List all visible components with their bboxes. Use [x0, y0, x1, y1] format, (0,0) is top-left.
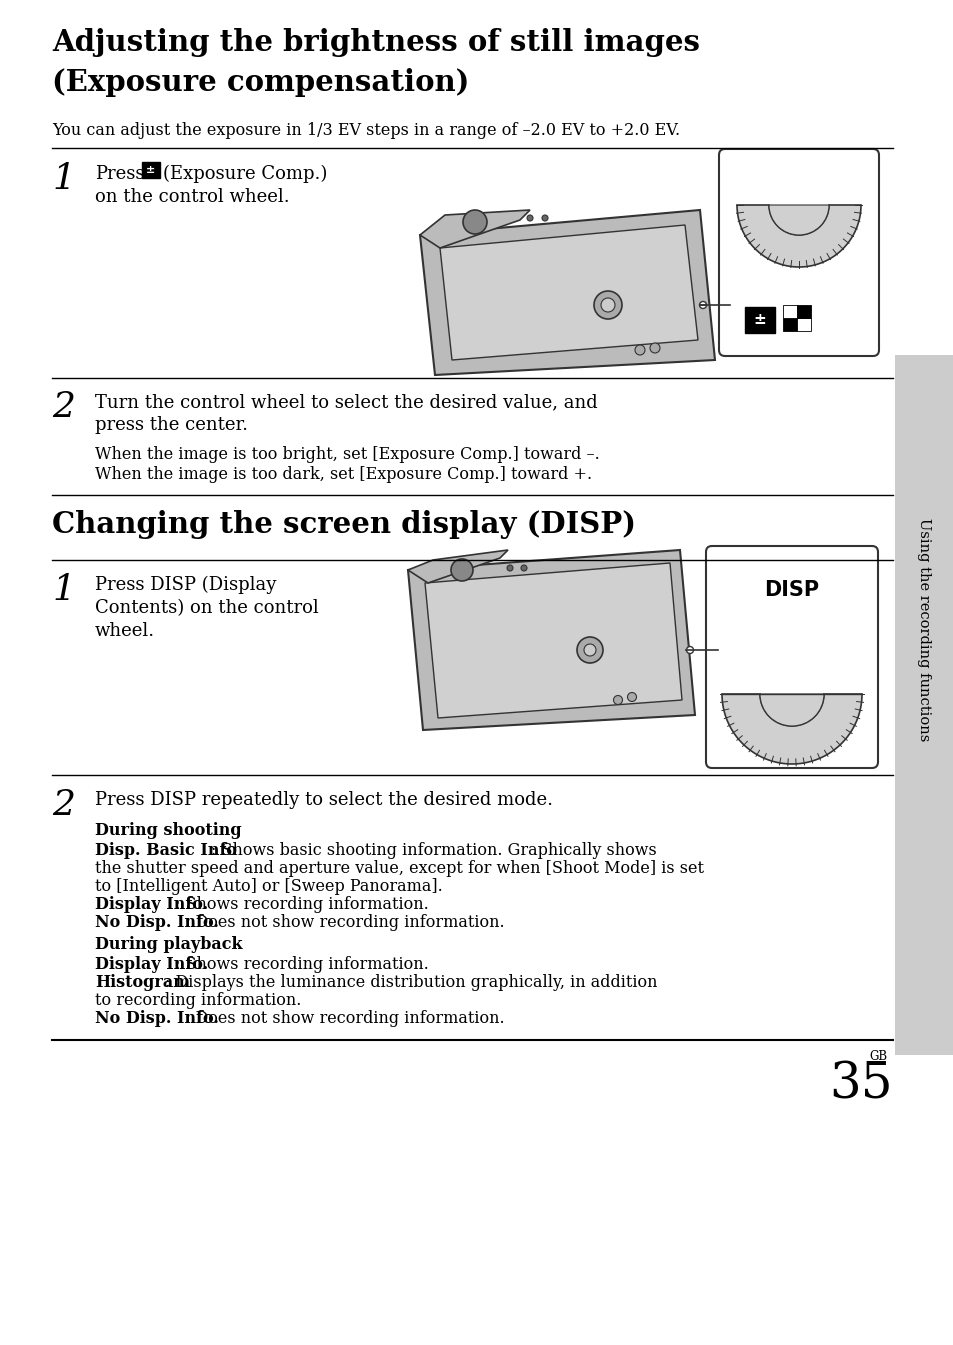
- Text: (Exposure Comp.): (Exposure Comp.): [163, 165, 327, 183]
- Text: GB: GB: [869, 1050, 887, 1063]
- Text: During playback: During playback: [95, 936, 242, 954]
- Bar: [894, 355, 953, 480]
- Text: Turn the control wheel to select the desired value, and: Turn the control wheel to select the des…: [95, 393, 598, 412]
- Circle shape: [635, 346, 644, 355]
- FancyBboxPatch shape: [744, 307, 774, 334]
- Circle shape: [686, 647, 693, 654]
- Text: Using the recording functions: Using the recording functions: [916, 518, 930, 741]
- Text: When the image is too bright, set [Exposure Comp.] toward –.: When the image is too bright, set [Expos…: [95, 447, 599, 463]
- Text: Disp. Basic Info: Disp. Basic Info: [95, 842, 236, 859]
- Text: press the center.: press the center.: [95, 416, 248, 434]
- Text: Display Info.: Display Info.: [95, 956, 208, 972]
- Text: 2: 2: [52, 390, 75, 424]
- Text: No Disp. Info.: No Disp. Info.: [95, 915, 218, 931]
- Circle shape: [627, 693, 636, 702]
- Text: (Exposure compensation): (Exposure compensation): [52, 69, 469, 97]
- Circle shape: [541, 215, 547, 221]
- Text: 1: 1: [52, 573, 75, 607]
- Text: : Shows recording information.: : Shows recording information.: [174, 956, 428, 972]
- Text: : Shows basic shooting information. Graphically shows: : Shows basic shooting information. Grap…: [211, 842, 656, 859]
- Text: the shutter speed and aperture value, except for when [Shoot Mode] is set: the shutter speed and aperture value, ex…: [95, 859, 703, 877]
- Bar: [894, 480, 953, 1054]
- Circle shape: [613, 695, 622, 705]
- Bar: [796, 317, 810, 331]
- Text: You can adjust the exposure in 1/3 EV steps in a range of –2.0 EV to +2.0 EV.: You can adjust the exposure in 1/3 EV st…: [52, 122, 679, 139]
- FancyBboxPatch shape: [719, 149, 878, 356]
- Circle shape: [506, 565, 513, 572]
- Circle shape: [699, 301, 706, 308]
- Circle shape: [594, 291, 621, 319]
- Text: ±: ±: [146, 165, 155, 175]
- Text: Contents) on the control: Contents) on the control: [95, 599, 318, 617]
- Circle shape: [577, 638, 602, 663]
- Text: wheel.: wheel.: [95, 621, 155, 640]
- Text: Press DISP (Display: Press DISP (Display: [95, 576, 276, 594]
- Text: DISP: DISP: [763, 580, 819, 600]
- Circle shape: [600, 299, 615, 312]
- Text: Display Info.: Display Info.: [95, 896, 208, 913]
- Text: No Disp. Info.: No Disp. Info.: [95, 1010, 218, 1028]
- Circle shape: [451, 560, 473, 581]
- Text: Changing the screen display (DISP): Changing the screen display (DISP): [52, 510, 636, 539]
- Polygon shape: [737, 204, 861, 268]
- Circle shape: [526, 215, 533, 221]
- Text: to [Intelligent Auto] or [Sweep Panorama].: to [Intelligent Auto] or [Sweep Panorama…: [95, 878, 442, 894]
- Bar: [782, 317, 796, 331]
- Text: When the image is too dark, set [Exposure Comp.] toward +.: When the image is too dark, set [Exposur…: [95, 465, 592, 483]
- Text: : Does not show recording information.: : Does not show recording information.: [185, 1010, 504, 1028]
- Circle shape: [583, 644, 596, 656]
- Text: on the control wheel.: on the control wheel.: [95, 188, 290, 206]
- Text: : Shows recording information.: : Shows recording information.: [174, 896, 428, 913]
- Text: Press: Press: [95, 165, 144, 183]
- Text: Press DISP repeatedly to select the desired mode.: Press DISP repeatedly to select the desi…: [95, 791, 553, 808]
- Text: 2: 2: [52, 788, 75, 822]
- Polygon shape: [439, 225, 698, 360]
- Circle shape: [520, 565, 526, 572]
- Polygon shape: [721, 694, 862, 764]
- Text: to recording information.: to recording information.: [95, 993, 301, 1009]
- Wedge shape: [760, 694, 823, 726]
- Text: ±: ±: [753, 312, 765, 327]
- FancyBboxPatch shape: [705, 546, 877, 768]
- Polygon shape: [408, 550, 695, 730]
- Text: During shooting: During shooting: [95, 822, 241, 839]
- Polygon shape: [424, 564, 681, 718]
- Text: : Does not show recording information.: : Does not show recording information.: [185, 915, 504, 931]
- FancyBboxPatch shape: [142, 161, 160, 178]
- Text: Histogram: Histogram: [95, 974, 190, 991]
- Polygon shape: [419, 210, 530, 247]
- Text: 35: 35: [828, 1060, 892, 1110]
- Polygon shape: [419, 210, 714, 375]
- Circle shape: [649, 343, 659, 352]
- Wedge shape: [768, 204, 828, 235]
- Circle shape: [462, 210, 486, 234]
- Bar: [796, 305, 810, 317]
- Polygon shape: [408, 550, 507, 582]
- Text: Adjusting the brightness of still images: Adjusting the brightness of still images: [52, 28, 700, 56]
- Bar: [782, 305, 796, 317]
- Text: : Displays the luminance distribution graphically, in addition: : Displays the luminance distribution gr…: [165, 974, 657, 991]
- Text: 1: 1: [52, 161, 75, 196]
